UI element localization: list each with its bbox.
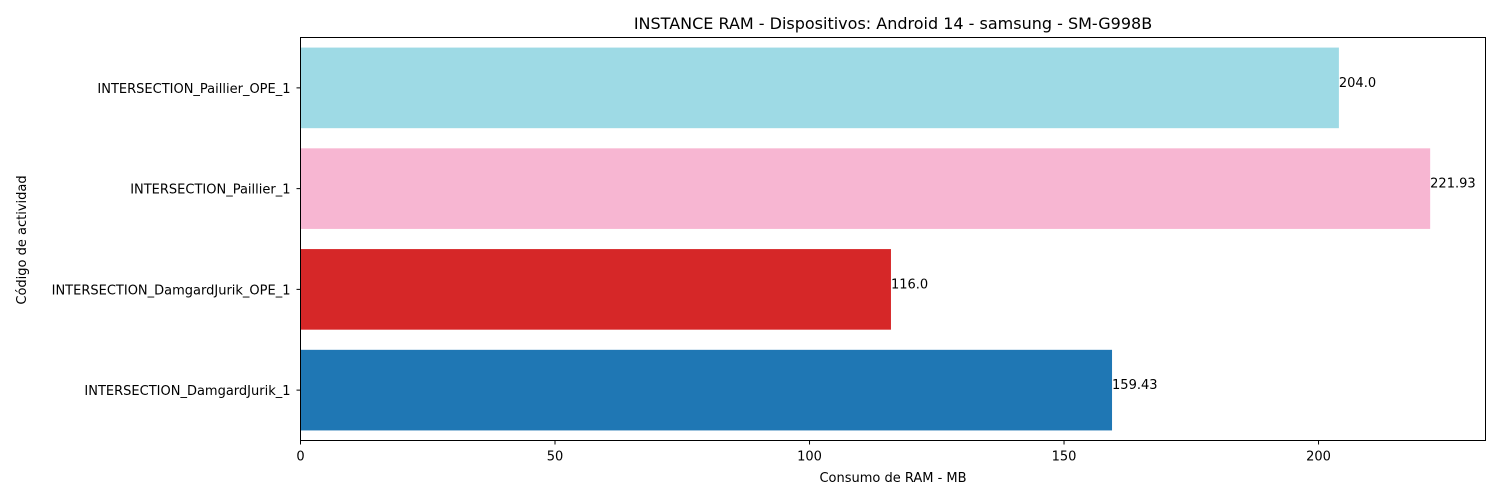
bars-group xyxy=(300,47,1431,431)
bar-value-label: 116.0 xyxy=(891,277,928,292)
x-tick-label: 200 xyxy=(1306,450,1331,465)
x-tick-label: 0 xyxy=(296,450,304,465)
bar xyxy=(300,148,1431,229)
x-axis-ticks: 0 50 100 150 200 xyxy=(296,440,1331,465)
y-axis-ticks: INTERSECTION_Paillier_OPE_1 INTERSECTION_… xyxy=(52,82,301,399)
value-labels-group: 204.0 221.93 116.0 159.43 xyxy=(891,76,1476,393)
bar-value-label: 221.93 xyxy=(1430,177,1476,192)
x-axis-label: Consumo de RAM - MB xyxy=(819,471,966,486)
bar xyxy=(300,249,891,330)
bar xyxy=(300,47,1339,129)
y-axis-label: Código de actividad xyxy=(15,175,30,304)
chart-title: INSTANCE RAM - Dispositivos: Android 14 … xyxy=(634,14,1152,33)
x-tick-label: 100 xyxy=(797,450,822,465)
bar xyxy=(300,349,1113,431)
x-tick-label: 50 xyxy=(547,450,564,465)
x-tick-label: 150 xyxy=(1052,450,1077,465)
y-tick-label: INTERSECTION_DamgardJurik_1 xyxy=(84,384,290,399)
bar-value-label: 204.0 xyxy=(1339,76,1376,91)
y-tick-label: INTERSECTION_DamgardJurik_OPE_1 xyxy=(52,283,291,298)
y-tick-label: INTERSECTION_Paillier_OPE_1 xyxy=(97,82,290,97)
y-tick-label: INTERSECTION_Paillier_1 xyxy=(130,183,290,198)
bar-value-label: 159.43 xyxy=(1112,378,1158,393)
plot-frame xyxy=(300,37,1486,441)
